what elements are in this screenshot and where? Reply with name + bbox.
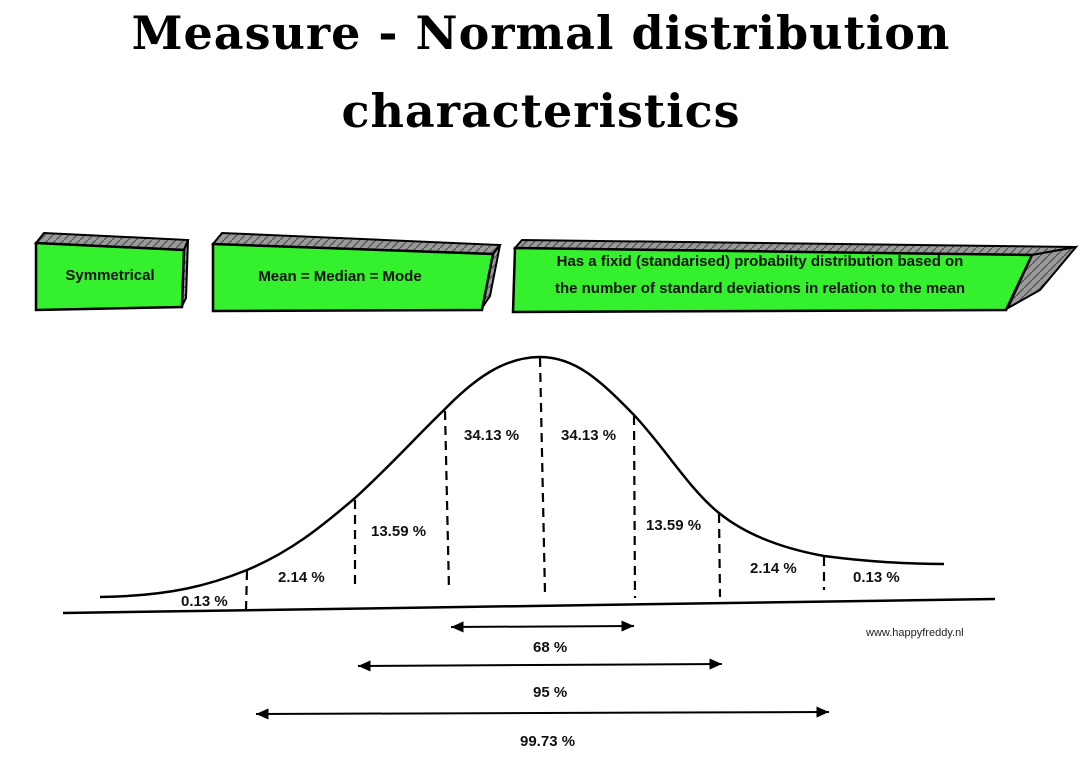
range-arrow-68 (450, 620, 635, 633)
segment-label-left-tail: 0.13 % (181, 593, 228, 610)
divider-minus-3sd (244, 570, 249, 611)
credit-url: www.happyfreddy.nl (866, 627, 964, 639)
segment-label-1to2: 13.59 % (646, 517, 702, 534)
baseline (62, 597, 996, 615)
range-label-68: 68 % (533, 639, 568, 656)
segment-label-2to3: 2.14 % (750, 560, 797, 577)
mean-median-mode-label: Mean = Median = Mode (258, 268, 422, 285)
range-label-95: 95 % (533, 684, 568, 701)
segment-label-minus-3to2: 2.14 % (278, 569, 325, 586)
divider-mean (538, 357, 547, 595)
segment-label-minus-2to1: 13.59 % (371, 523, 427, 540)
divider-plus-2sd (717, 513, 722, 598)
symmetrical-label: Symmetrical (65, 267, 155, 284)
symmetrical-box (33, 231, 190, 312)
range-arrow-99-73 (255, 706, 830, 720)
page-title-line-1: Measure - Normal distribution (131, 6, 951, 60)
distribution-description-box (511, 238, 1079, 314)
mean-median-mode-box (210, 231, 502, 313)
divider-plus-1sd (632, 415, 637, 599)
distribution-description-line-2: the number of standard deviations in rel… (554, 280, 966, 297)
segment-label-minus-1to0: 34.13 % (464, 427, 520, 444)
bell-curve (99, 355, 945, 599)
range-label-99-73: 99.73 % (520, 733, 576, 750)
page-title-line-2: characteristics (341, 84, 741, 138)
distribution-description-line-1: Has a fixid (standarised) probabilty dis… (556, 253, 964, 270)
range-arrow-95 (357, 658, 723, 672)
divider-minus-1sd (443, 410, 451, 591)
segment-label-right-tail: 0.13 % (853, 569, 900, 586)
segment-label-0to1: 34.13 % (561, 427, 617, 444)
